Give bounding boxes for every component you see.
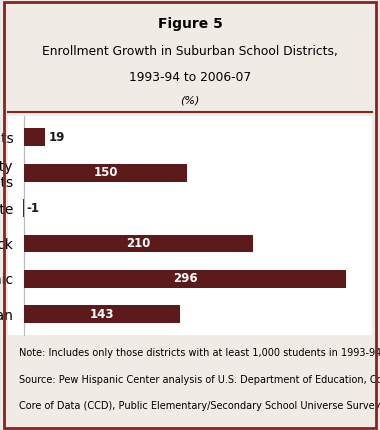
Text: (%): (%) [180, 95, 200, 105]
Bar [24, 129, 44, 146]
Bar [24, 164, 187, 181]
Text: Source: Pew Hispanic Center analysis of U.S. Department of Education, Common: Source: Pew Hispanic Center analysis of … [19, 375, 380, 385]
Bar [23, 199, 24, 217]
Text: 296: 296 [173, 272, 198, 286]
Text: Figure 5: Figure 5 [158, 17, 222, 31]
Text: 143: 143 [90, 308, 114, 321]
Bar [24, 235, 253, 252]
Text: Core of Data (CCD), Public Elementary/Secondary School Universe Surveys: Core of Data (CCD), Public Elementary/Se… [19, 401, 380, 411]
Text: Note: Includes only those districts with at least 1,000 students in 1993-94.: Note: Includes only those districts with… [19, 348, 380, 358]
Text: 150: 150 [93, 166, 118, 179]
Bar [24, 305, 180, 323]
Text: -1: -1 [26, 202, 39, 215]
Text: 1993-94 to 2006-07: 1993-94 to 2006-07 [129, 71, 251, 83]
Text: 210: 210 [126, 237, 150, 250]
Text: 19: 19 [49, 131, 65, 144]
Text: Enrollment Growth in Suburban School Districts,: Enrollment Growth in Suburban School Dis… [42, 45, 338, 58]
Bar [24, 270, 346, 288]
